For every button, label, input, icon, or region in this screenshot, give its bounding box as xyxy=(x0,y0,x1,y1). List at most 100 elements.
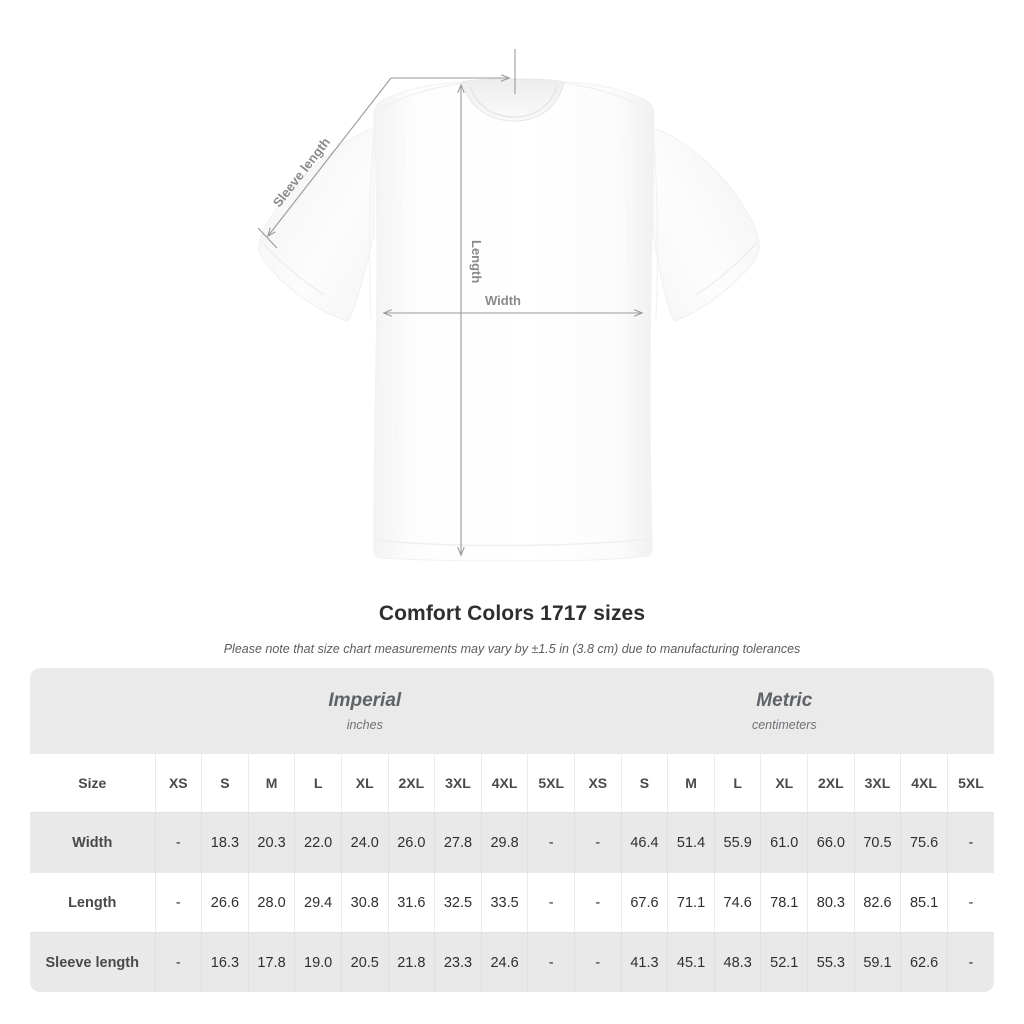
size-header-imperial-m: M xyxy=(247,754,295,813)
cell-width-imperial-m: 20.3 xyxy=(247,812,295,873)
cell-sleeve-length-imperial-4xl: 24.6 xyxy=(480,932,528,992)
shirt-body xyxy=(373,80,655,562)
cell-length-metric-5xl: - xyxy=(946,872,995,933)
cell-width-metric-m: 51.4 xyxy=(667,812,715,873)
left-shoulder-seam xyxy=(378,82,463,111)
unit-name-metric: Metric xyxy=(756,689,813,711)
shoulder-leader-line xyxy=(391,49,516,94)
right-shoulder-seam xyxy=(563,82,649,111)
cell-length-imperial-xs: - xyxy=(154,872,202,933)
size-header-metric-4xl: 4XL xyxy=(900,754,948,813)
tshirt-diagram: Sleeve length Length Width xyxy=(257,49,760,562)
table-row: Width -18.3 20.3 22.0 24.0 26.0 27.8 29.8- -46.4… xyxy=(30,812,995,873)
unit-name-imperial: Imperial xyxy=(328,689,402,711)
size-header-metric-xl: XL xyxy=(760,754,808,813)
unit-cell-metric: Metric centimeters xyxy=(574,668,995,754)
sleeve-length-arrow xyxy=(257,77,392,249)
table-row: Sleeve length -16.3 17.8 19.0 20.5 21.8 23.3 24… xyxy=(30,932,995,992)
cell-sleeve-length-metric-xl: 52.1 xyxy=(760,932,808,992)
cell-length-metric-2xl: 80.3 xyxy=(807,872,855,933)
collar-inner-seam xyxy=(469,85,558,118)
cell-length-metric-s: 67.6 xyxy=(620,872,668,933)
cell-length-metric-4xl: 85.1 xyxy=(900,872,948,933)
size-header-metric-m: M xyxy=(667,754,715,813)
right-sleeve-hem xyxy=(695,241,758,296)
size-header-metric-s: S xyxy=(620,754,668,813)
tshirt-illustration: Sleeve length Length Width xyxy=(257,49,760,562)
cell-length-imperial-2xl: 31.6 xyxy=(387,872,435,933)
unit-sub-metric: centimeters xyxy=(751,717,817,732)
cell-sleeve-length-imperial-2xl: 21.8 xyxy=(387,932,435,992)
cell-length-metric-3xl: 82.6 xyxy=(853,872,901,933)
cell-length-imperial-xl: 30.8 xyxy=(340,872,389,933)
cell-sleeve-length-metric-m: 45.1 xyxy=(667,932,715,992)
tolerance-note: Please note that size chart measurements… xyxy=(223,642,801,656)
cell-width-imperial-xl: 24.0 xyxy=(340,812,389,873)
size-header-label: Size xyxy=(30,754,155,813)
cell-width-imperial-xs: - xyxy=(154,812,202,873)
width-label: Width xyxy=(485,293,521,308)
size-header-row: Size XS S M L XL 2XL 3XL 4XL 5XL XS S M L XL 2XL 3XL 4XL 5… xyxy=(30,754,995,813)
size-header-imperial-2xl: 2XL xyxy=(387,754,435,813)
cell-sleeve-length-metric-4xl: 62.6 xyxy=(900,932,948,992)
cell-width-metric-2xl: 66.0 xyxy=(807,812,855,873)
cell-sleeve-length-metric-5xl: - xyxy=(946,932,995,992)
size-header-imperial-xs: XS xyxy=(154,754,202,813)
cell-width-metric-4xl: 75.6 xyxy=(900,812,948,873)
cell-sleeve-length-imperial-m: 17.8 xyxy=(247,932,295,992)
size-chart-table: Imperial inches Metric centimeters Size XS S M L… xyxy=(30,668,995,992)
size-header-imperial-4xl: 4XL xyxy=(480,754,528,813)
cell-length-metric-m: 71.1 xyxy=(667,872,715,933)
size-header-metric-l: L xyxy=(713,754,761,813)
size-header-metric-xs: XS xyxy=(574,754,622,813)
cell-sleeve-length-imperial-xs: - xyxy=(154,932,202,992)
size-header-metric-5xl: 5XL xyxy=(946,754,995,813)
cell-sleeve-length-imperial-5xl: - xyxy=(527,932,575,992)
cell-sleeve-length-metric-l: 48.3 xyxy=(713,932,761,992)
cell-width-imperial-l: 22.0 xyxy=(294,812,342,873)
title-block: Comfort Colors 1717 sizes Please note th… xyxy=(0,600,1024,657)
cell-length-imperial-3xl: 32.5 xyxy=(434,872,482,933)
row-label-width: Width xyxy=(30,812,155,873)
cell-sleeve-length-imperial-l: 19.0 xyxy=(294,932,342,992)
size-header-imperial-3xl: 3XL xyxy=(434,754,482,813)
right-armhole-seam xyxy=(652,125,659,321)
right-sleeve xyxy=(652,127,760,322)
size-header-imperial-s: S xyxy=(201,754,249,813)
unit-band-row: Imperial inches Metric centimeters xyxy=(30,668,995,754)
garment-shape xyxy=(258,78,760,562)
unit-cell-imperial: Imperial inches xyxy=(155,668,575,754)
cell-sleeve-length-imperial-s: 16.3 xyxy=(201,932,249,992)
cell-sleeve-length-metric-s: 41.3 xyxy=(620,932,668,992)
cell-width-imperial-4xl: 29.8 xyxy=(480,812,528,873)
cell-length-imperial-4xl: 33.5 xyxy=(480,872,528,933)
left-armhole-seam xyxy=(368,125,375,321)
bottom-hem xyxy=(374,538,652,547)
table-row: Length -26.6 28.0 29.4 30.8 31.6 32.5 33.5- -67.… xyxy=(30,872,995,933)
page-title: Comfort Colors 1717 sizes xyxy=(378,602,646,625)
cell-width-metric-3xl: 70.5 xyxy=(853,812,901,873)
size-chart-table-wrap: Imperial inches Metric centimeters Size XS S M L… xyxy=(30,668,995,992)
size-header-imperial-l: L xyxy=(294,754,342,813)
cell-width-metric-xl: 61.0 xyxy=(760,812,808,873)
cell-length-metric-xl: 78.1 xyxy=(760,872,808,933)
cell-length-imperial-s: 26.6 xyxy=(201,872,249,933)
cell-length-metric-l: 74.6 xyxy=(713,872,761,933)
row-label-sleeve-length: Sleeve length xyxy=(30,932,155,992)
cell-width-metric-5xl: - xyxy=(946,812,995,873)
cell-sleeve-length-metric-3xl: 59.1 xyxy=(853,932,901,992)
measurement-annotations xyxy=(257,49,642,555)
cell-width-metric-xs: - xyxy=(574,812,622,873)
row-label-length: Length xyxy=(30,872,155,933)
size-header-metric-3xl: 3XL xyxy=(853,754,901,813)
cell-length-imperial-m: 28.0 xyxy=(247,872,295,933)
unit-sub-imperial: inches xyxy=(346,717,383,732)
cell-length-imperial-5xl: - xyxy=(527,872,575,933)
cell-width-imperial-5xl: - xyxy=(527,812,575,873)
cell-width-imperial-3xl: 27.8 xyxy=(434,812,482,873)
cell-sleeve-length-metric-xs: - xyxy=(574,932,622,992)
cell-length-metric-xs: - xyxy=(574,872,622,933)
size-header-imperial-5xl: 5XL xyxy=(527,754,575,813)
cell-sleeve-length-metric-2xl: 55.3 xyxy=(807,932,855,992)
left-sleeve-hem xyxy=(261,241,325,296)
